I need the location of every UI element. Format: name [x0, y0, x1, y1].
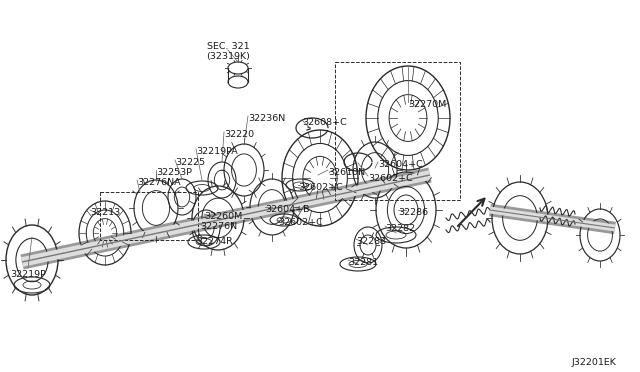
Text: 32274R: 32274R	[196, 237, 233, 246]
Text: 32270M: 32270M	[408, 100, 446, 109]
Text: 32602+C: 32602+C	[368, 174, 413, 183]
Text: 32219PA: 32219PA	[196, 147, 237, 156]
Text: 32604+B: 32604+B	[265, 205, 310, 214]
Text: 32281: 32281	[348, 258, 378, 267]
Text: 32276NA: 32276NA	[137, 178, 180, 187]
Text: 32604+C: 32604+C	[378, 160, 423, 169]
Text: 32236N: 32236N	[248, 114, 285, 123]
Text: 32602+C: 32602+C	[298, 183, 343, 192]
Text: 32608+C: 32608+C	[302, 118, 347, 127]
Text: 32286: 32286	[398, 208, 428, 217]
Text: 32213: 32213	[90, 208, 120, 217]
Text: SEC. 321
(32319K): SEC. 321 (32319K)	[206, 42, 250, 61]
Text: 32283: 32283	[356, 237, 387, 246]
Text: 32219P: 32219P	[10, 270, 46, 279]
Text: 32253P: 32253P	[156, 168, 192, 177]
Text: 32276N: 32276N	[200, 222, 237, 231]
Text: 32282: 32282	[385, 224, 415, 233]
Text: 32610N: 32610N	[328, 168, 365, 177]
Text: 32260M: 32260M	[204, 212, 243, 221]
Text: J32201EK: J32201EK	[572, 358, 617, 367]
Text: 32225: 32225	[175, 158, 205, 167]
Text: 32220: 32220	[224, 130, 254, 139]
Text: 32602+C: 32602+C	[278, 218, 323, 227]
